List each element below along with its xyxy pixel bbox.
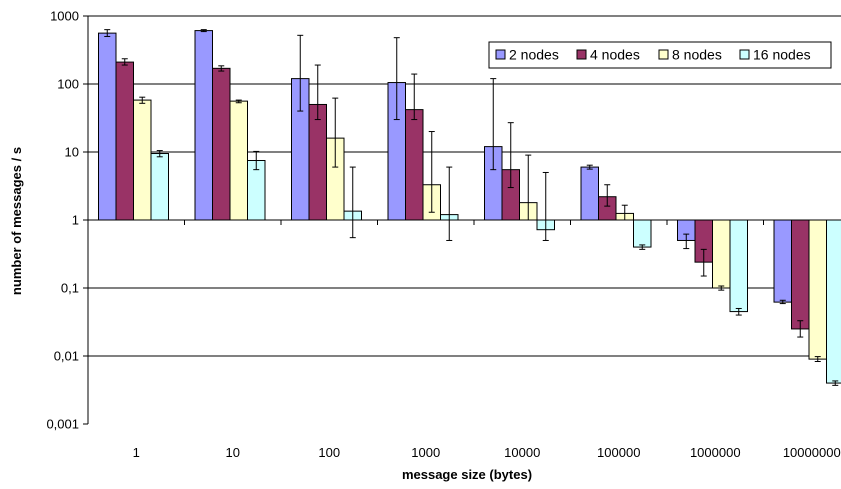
bar [773, 219, 792, 303]
bars [98, 30, 841, 384]
x-tick-label: 10 [226, 445, 240, 460]
bar [115, 61, 134, 221]
bar [826, 219, 841, 384]
legend-swatch [658, 49, 669, 60]
x-tick-label: 100000 [597, 445, 640, 460]
bar [98, 32, 117, 221]
legend-label: 8 nodes [672, 47, 722, 63]
bar [808, 219, 827, 360]
y-tick-label: 10 [65, 145, 79, 160]
y-tick-labels: 0,001 0,01 0,1 1 10 100 1000 [46, 9, 79, 432]
bar [729, 219, 748, 313]
x-axis-title: message size (bytes) [402, 467, 532, 482]
bar [150, 153, 169, 221]
bar [212, 67, 231, 221]
x-tick-label: 100 [318, 445, 340, 460]
bar [229, 100, 248, 221]
y-axis-title: number of messages / s [9, 147, 24, 295]
y-tick-label: 0,001 [46, 417, 79, 432]
x-tick-label: 10000000 [783, 445, 841, 460]
bar [712, 219, 731, 289]
legend-swatch [576, 49, 587, 60]
x-tick-labels: 1 10 100 1000 10000 100000 1000000 10000000 [133, 445, 841, 460]
error-bars [104, 29, 839, 386]
y-tick-label: 1000 [50, 9, 79, 24]
legend-label: 4 nodes [590, 47, 640, 63]
x-tick-label: 10000 [504, 445, 540, 460]
bar [308, 103, 327, 221]
bar [791, 219, 810, 330]
y-tick-label: 1 [72, 213, 79, 228]
legend-label: 16 nodes [753, 47, 811, 63]
x-tick-label: 1 [133, 445, 140, 460]
bar [633, 219, 652, 248]
legend: 2 nodes 4 nodes 8 nodes 16 nodes [488, 41, 832, 69]
x-tick-label: 1000 [411, 445, 440, 460]
legend-swatch [739, 49, 750, 60]
bar [580, 166, 599, 221]
legend-swatch [495, 49, 506, 60]
y-tick-label: 100 [57, 77, 79, 92]
y-tick-label: 0,01 [54, 349, 79, 364]
bar [133, 99, 152, 221]
bar [194, 30, 213, 221]
legend-label: 2 nodes [509, 47, 559, 63]
bar [405, 109, 424, 221]
axes [83, 15, 841, 425]
x-tick-label: 1000000 [690, 445, 741, 460]
y-tick-label: 0,1 [61, 281, 79, 296]
